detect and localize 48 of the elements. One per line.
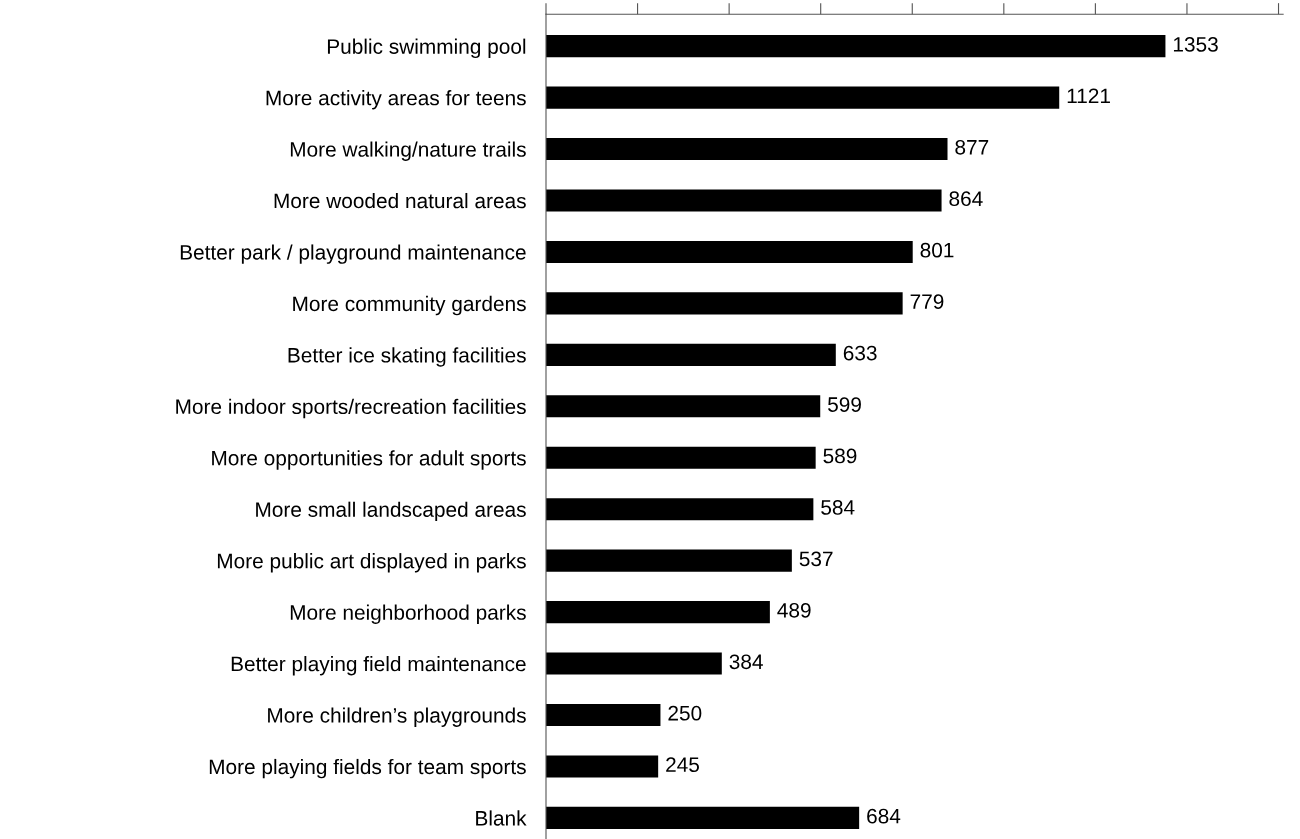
y-tick-label: Better park / playground maintenance — [180, 244, 526, 264]
y-tick-label: More public art displayed in parks — [217, 553, 526, 573]
data-label: 489 — [777, 602, 811, 618]
data-label: 245 — [666, 757, 699, 773]
y-tick-label: Blank — [476, 810, 527, 826]
data-label: 801 — [920, 242, 954, 258]
bar — [546, 601, 770, 624]
bar — [546, 806, 860, 829]
data-label: 877 — [955, 139, 989, 155]
y-tick-label: More neighborhood parks — [290, 604, 526, 624]
y-tick-label: More children’s playgrounds — [268, 707, 526, 727]
bar — [546, 292, 903, 315]
data-label: 537 — [799, 551, 833, 567]
bar — [546, 240, 913, 264]
bar — [546, 755, 659, 778]
bar — [546, 395, 821, 418]
bar — [546, 703, 661, 727]
data-label: 599 — [828, 397, 861, 412]
data-label: 633 — [843, 345, 877, 361]
data-label: 384 — [729, 654, 763, 670]
y-tick-label: More wooded natural areas — [274, 192, 526, 209]
y-tick-label: More opportunities for adult sports — [212, 450, 526, 470]
data-label: 250 — [668, 705, 702, 721]
y-tick-label: More playing fields for team sports — [209, 758, 526, 779]
y-tick-label: More indoor sports/recreation facilities — [176, 398, 526, 419]
bar — [546, 498, 814, 521]
bar — [546, 343, 836, 366]
y-tick-label: Better playing field maintenance — [231, 656, 526, 676]
data-label: 1353 — [1173, 37, 1218, 52]
data-label: 584 — [821, 500, 855, 515]
bar — [546, 189, 942, 212]
data-label: 589 — [823, 448, 857, 464]
y-tick-label: More walking/nature trails — [290, 141, 526, 161]
bar — [546, 549, 792, 572]
y-tick-label: More small landscaped areas — [256, 501, 526, 522]
bar — [546, 86, 1060, 109]
bar — [546, 35, 1166, 58]
bar — [546, 652, 722, 675]
y-tick-label: Public swimming pool — [327, 38, 526, 59]
data-label: 864 — [949, 191, 983, 207]
data-label: 684 — [867, 808, 901, 824]
data-label: 779 — [910, 294, 944, 309]
data-label: 1121 — [1067, 88, 1110, 103]
bar — [546, 446, 816, 469]
y-tick-label: Better ice skating facilities — [288, 347, 526, 367]
y-tick-label: More community gardens — [293, 295, 526, 316]
bar — [546, 138, 948, 161]
y-tick-label: More activity areas for teens — [266, 90, 526, 110]
